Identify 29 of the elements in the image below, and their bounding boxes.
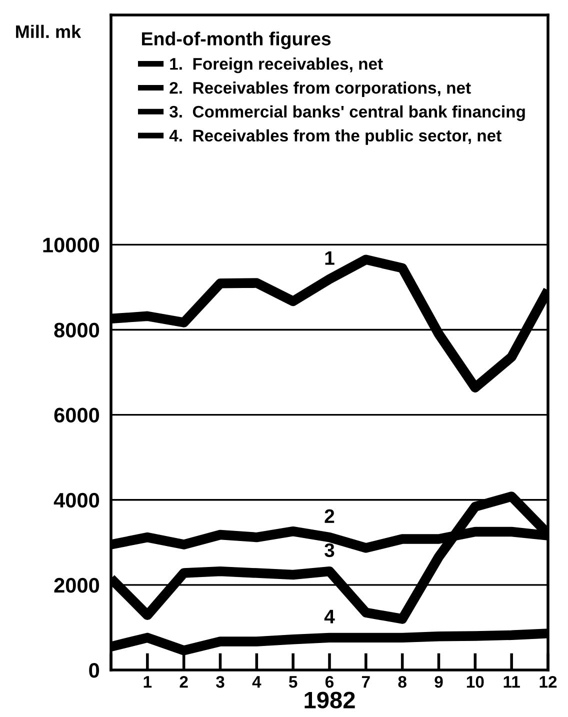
x-tick-label: 3: [216, 676, 224, 688]
y-tick-label: 6000: [54, 408, 100, 423]
x-tick-label: 2: [180, 676, 188, 688]
legend-label: 2. Receivables from corporations, net: [170, 82, 471, 98]
y-tick-label: 10000: [43, 238, 100, 252]
x-tick-label: 4: [252, 676, 262, 688]
y-tick-label: 8000: [54, 322, 100, 338]
annotation: 2: [324, 509, 334, 523]
x-tick-label: 11: [504, 676, 520, 688]
annotation: 3: [324, 543, 334, 558]
x-tick-label: 1: [144, 676, 152, 688]
annotation: 4: [324, 610, 335, 624]
x-tick-label: 9: [434, 676, 443, 688]
legend-label: 3. Commercial banks' central bank financing: [169, 105, 525, 121]
x-axis-title: 1982: [304, 692, 355, 708]
y-tick-label: 4000: [54, 492, 100, 508]
x-tick-label: 12: [540, 676, 557, 688]
y-axis-title: Mill. mk: [16, 24, 82, 38]
y-tick-label: 2000: [54, 578, 100, 593]
x-tick-label: 5: [288, 676, 298, 688]
y-tick-label: 0: [89, 663, 100, 678]
legend-label: 4. Receivables from the public sector, net: [169, 129, 502, 145]
x-tick-label: 6: [325, 676, 334, 688]
x-tick-label: 8: [398, 676, 406, 688]
legend-title: End-of-month figures: [142, 32, 331, 50]
x-tick-label: 7: [362, 676, 370, 688]
annotation: 1: [325, 251, 334, 265]
x-tick-label: 10: [466, 676, 484, 688]
legend-label: 1. Foreign receivables, net: [170, 58, 383, 74]
